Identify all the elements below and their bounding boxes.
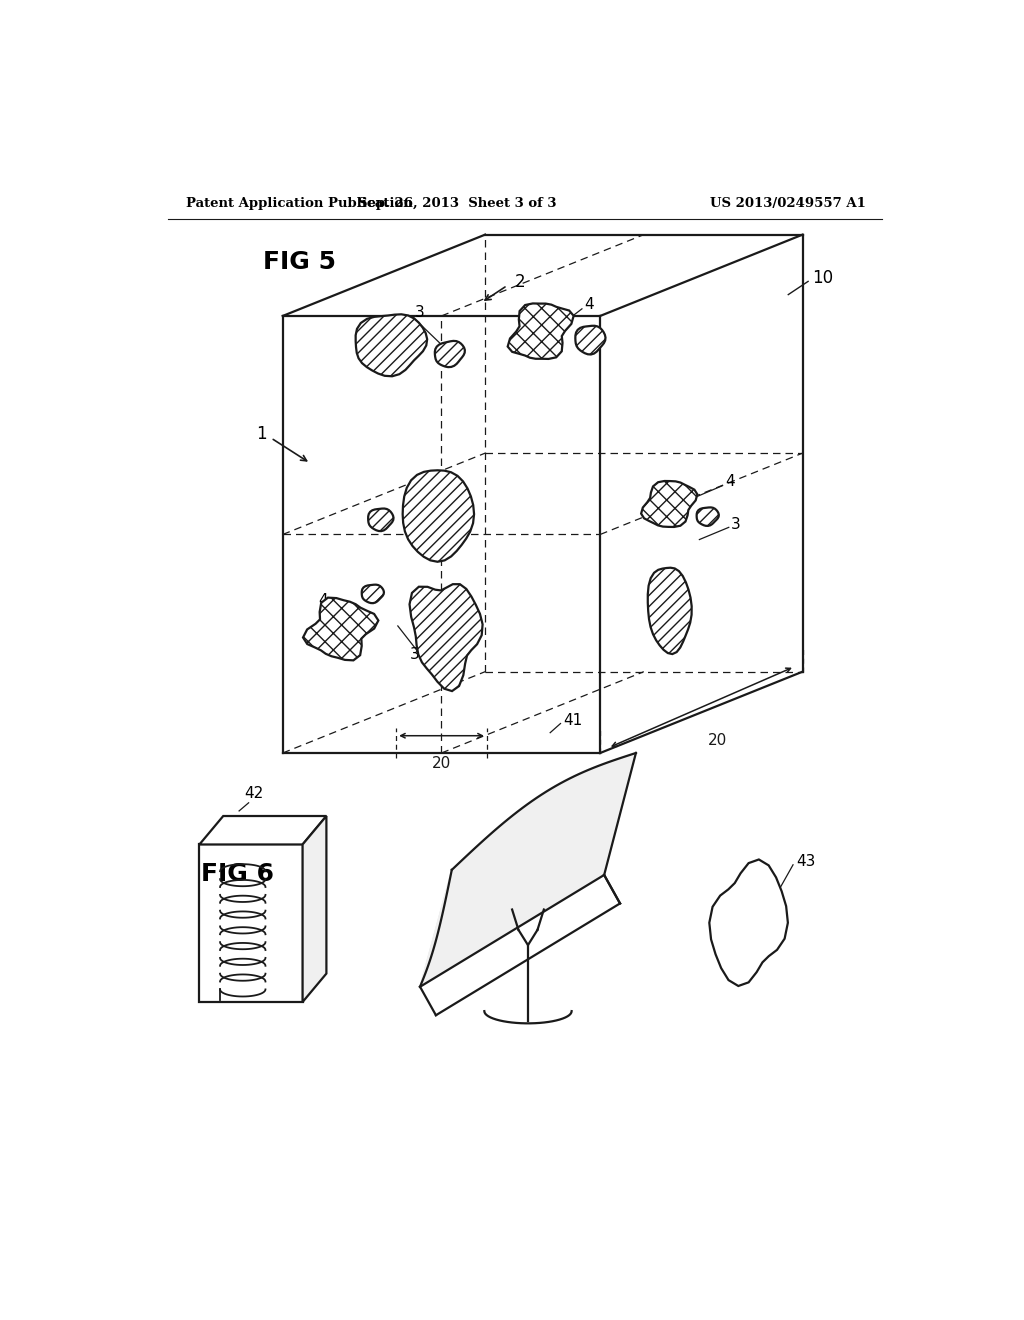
Text: US 2013/0249557 A1: US 2013/0249557 A1 [711,197,866,210]
Text: 3: 3 [731,517,741,532]
Polygon shape [575,326,605,355]
Text: FIG 6: FIG 6 [201,862,274,886]
Polygon shape [648,568,691,655]
Polygon shape [369,508,393,531]
Polygon shape [420,752,636,987]
Polygon shape [641,480,697,527]
Polygon shape [361,585,384,603]
Text: 20: 20 [708,733,727,747]
Text: 10: 10 [812,269,834,288]
Text: Sep. 26, 2013  Sheet 3 of 3: Sep. 26, 2013 Sheet 3 of 3 [358,197,557,210]
Polygon shape [402,470,474,562]
Polygon shape [435,341,465,367]
Text: 42: 42 [244,785,263,801]
Text: 41: 41 [563,713,582,727]
Text: 2: 2 [514,273,525,292]
Polygon shape [508,304,573,359]
Polygon shape [200,816,327,845]
Text: 3: 3 [410,647,419,661]
Text: 1: 1 [256,425,266,442]
Text: 4: 4 [725,474,734,490]
Polygon shape [710,859,787,986]
Text: FIG 5: FIG 5 [263,249,336,273]
Polygon shape [355,314,427,376]
Text: 4: 4 [585,297,594,313]
Polygon shape [410,585,482,692]
FancyBboxPatch shape [200,845,303,1002]
Text: 43: 43 [797,854,815,870]
Polygon shape [696,507,719,525]
Text: 3: 3 [415,305,424,321]
Text: 20: 20 [432,756,452,771]
Polygon shape [303,598,378,660]
Text: Patent Application Publication: Patent Application Publication [186,197,413,210]
Polygon shape [303,816,327,1002]
Text: 4: 4 [318,593,328,609]
